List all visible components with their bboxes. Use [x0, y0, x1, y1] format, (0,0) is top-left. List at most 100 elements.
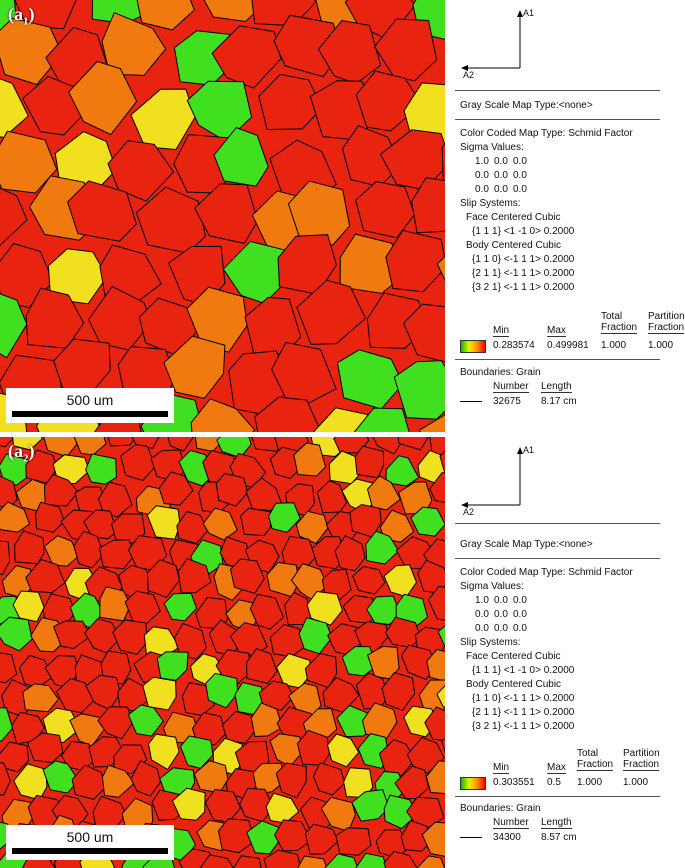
grain [98, 539, 135, 570]
max-header: Max [547, 325, 566, 337]
grain [0, 540, 11, 576]
sigma-row: 1.0 0.0 0.0 [475, 156, 527, 167]
grain [295, 510, 329, 545]
divider [455, 359, 660, 360]
grain [410, 506, 445, 537]
grain [229, 558, 265, 594]
bcc-system: {1 1 0} <-1 1 1> 0.2000 [472, 693, 575, 704]
grain [424, 706, 445, 742]
grain [163, 335, 226, 399]
max-value: 0.5 [547, 777, 561, 788]
boundary-line-icon [460, 837, 482, 838]
grain [35, 501, 65, 533]
length-value: 8.57 cm [541, 832, 577, 843]
grain [383, 850, 418, 868]
grain [341, 645, 378, 677]
grain [395, 593, 429, 627]
grain [287, 180, 351, 246]
grain [437, 625, 445, 647]
scale-bar [12, 848, 168, 854]
bcc-system: {3 2 1} <-1 1 1> 0.2000 [472, 721, 575, 732]
grain [67, 60, 138, 136]
grain [354, 445, 385, 479]
grain [55, 677, 95, 714]
grain [383, 794, 419, 830]
grain [246, 820, 280, 855]
grain [274, 819, 313, 852]
grain [378, 739, 416, 777]
boundaries-title: Boundaries: Grain [460, 367, 541, 378]
scale-bar-box: 500 um [6, 388, 174, 423]
grain [381, 672, 416, 711]
axes-arrows-icon [461, 447, 523, 508]
scale-bar-label: 500 um [66, 392, 114, 408]
grain [22, 683, 60, 713]
grain [186, 286, 248, 353]
grain [215, 472, 249, 507]
grain [441, 143, 445, 183]
grain [400, 644, 438, 681]
grain [441, 737, 445, 754]
grain [366, 595, 402, 626]
axis-a2-label: A2 [463, 507, 475, 517]
total-value: 1.000 [601, 340, 627, 351]
panel-label: (a2) [8, 441, 35, 465]
fcc-title: Face Centered Cubic [466, 212, 561, 223]
grain [312, 762, 346, 796]
grain [177, 557, 212, 594]
grain [268, 502, 301, 533]
partition-value: 1.000 [623, 777, 649, 788]
grain [107, 437, 137, 447]
length-header: Length [541, 381, 572, 393]
grain [0, 616, 33, 652]
grain [372, 437, 405, 455]
grain [217, 818, 256, 854]
grain [355, 852, 388, 868]
axis-a1-label: A1 [523, 445, 535, 455]
grain [25, 558, 66, 594]
sigma-row: 1.0 0.0 0.0 [475, 595, 527, 606]
fcc-system: {1 1 1} <1 -1 0> 0.2000 [472, 226, 575, 237]
grain [311, 536, 346, 570]
partition-value: 1.000 [648, 340, 674, 351]
divider [455, 796, 660, 797]
max-value: 0.499981 [547, 340, 589, 351]
number-header: Number [493, 381, 529, 393]
grain [397, 437, 429, 451]
grain [250, 702, 283, 738]
grain [43, 473, 79, 507]
bcc-system: {1 1 0} <-1 1 1> 0.2000 [472, 254, 575, 265]
grain [427, 585, 445, 621]
grain [425, 760, 445, 794]
grain [83, 509, 118, 540]
grain [142, 676, 177, 711]
grain [436, 684, 445, 708]
min-header: Min [493, 325, 510, 337]
grain [205, 672, 239, 709]
grain [130, 88, 196, 151]
grain [101, 11, 167, 76]
grain [0, 293, 28, 359]
grain [252, 762, 286, 795]
color-map-type: Color Coded Map Type: Schmid Factor [460, 567, 633, 578]
grain [304, 823, 339, 855]
bcc-system: {2 1 1} <-1 1 1> 0.2000 [472, 707, 575, 718]
min-value: 0.303551 [493, 777, 535, 788]
grain [439, 450, 445, 476]
grain [334, 535, 366, 572]
max-header: Max [547, 762, 566, 774]
grain-map-a1 [0, 0, 445, 432]
bcc-title: Body Centered Cubic [466, 679, 562, 690]
sigma-row: 0.0 0.0 0.0 [475, 623, 527, 634]
grain [136, 0, 195, 31]
panel-label: (a1) [8, 4, 35, 28]
color-scale-icon [460, 777, 486, 790]
grain [171, 787, 206, 821]
grain [312, 407, 372, 432]
total-value: 1.000 [577, 777, 603, 788]
grain [107, 140, 175, 202]
grain [14, 0, 77, 30]
grain [436, 255, 445, 282]
grain [275, 762, 307, 799]
grain [199, 854, 234, 868]
